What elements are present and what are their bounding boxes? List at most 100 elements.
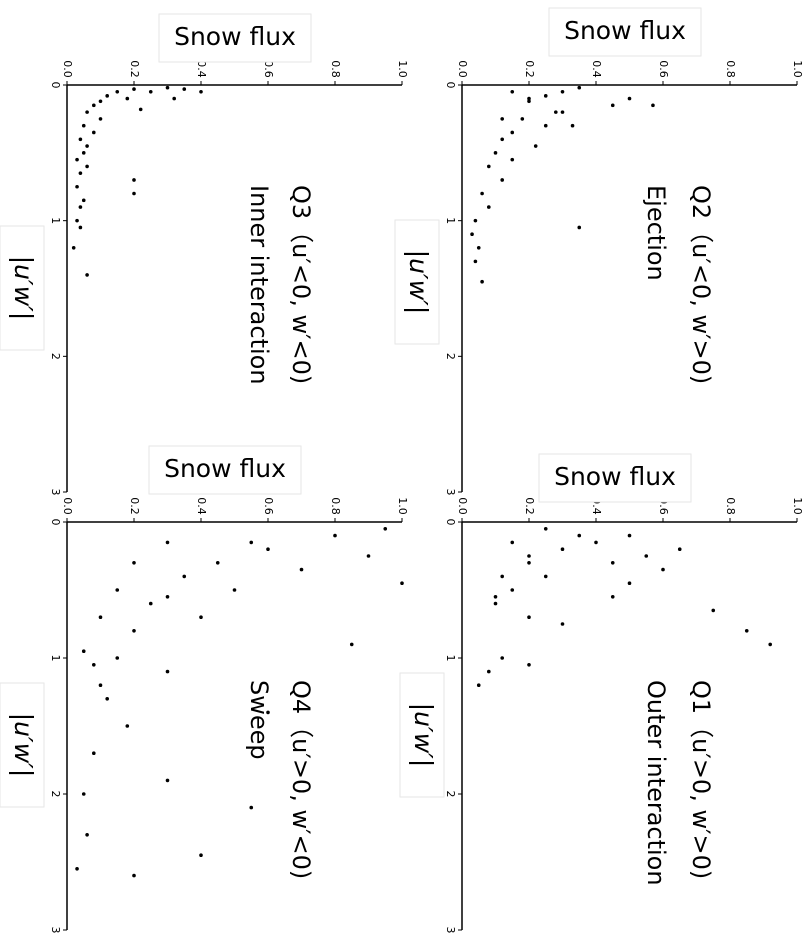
point <box>527 561 531 565</box>
y-axis-title: Snow flux <box>554 462 676 491</box>
x-tick-label: 1 <box>444 217 457 224</box>
point <box>182 87 187 91</box>
point <box>81 649 86 653</box>
point <box>132 178 136 182</box>
x-tick-label: 1 <box>444 655 457 662</box>
y-tick-label: 0.2 <box>128 497 141 515</box>
point <box>533 144 538 148</box>
point <box>115 588 120 592</box>
point <box>711 608 716 613</box>
point <box>132 191 136 196</box>
point <box>527 615 531 619</box>
point <box>81 198 86 203</box>
point <box>199 853 203 857</box>
point <box>75 157 79 162</box>
point <box>366 554 371 558</box>
point <box>81 151 86 155</box>
y-axis-title: Snow flux <box>164 454 286 483</box>
point <box>577 225 582 230</box>
y-tick-label: 0.8 <box>724 497 737 515</box>
point <box>400 581 404 585</box>
point <box>125 96 130 101</box>
point <box>85 164 89 169</box>
point <box>78 137 83 142</box>
point <box>98 683 103 687</box>
y-tick-label: 0.0 <box>61 60 74 78</box>
point <box>98 117 103 121</box>
point <box>594 540 598 545</box>
x-tick-label: 3 <box>444 489 457 496</box>
point <box>71 246 76 250</box>
label-box <box>158 13 312 63</box>
point <box>98 99 103 104</box>
x-tick-label: 3 <box>49 489 62 496</box>
point <box>651 103 655 108</box>
point <box>560 89 565 94</box>
y-tick-label: 0.8 <box>724 60 737 78</box>
point <box>333 533 337 538</box>
x-axis-title: |u′w′| <box>9 256 38 321</box>
point <box>487 669 491 674</box>
point <box>92 103 96 108</box>
x-tick-label: 1 <box>49 655 62 662</box>
point <box>510 540 515 545</box>
y-tick-label: 1.0 <box>396 60 409 78</box>
point <box>138 107 143 112</box>
point <box>510 588 515 592</box>
y-tick-label: 1.0 <box>791 60 804 78</box>
point <box>500 137 505 142</box>
y-tick-label: 1.0 <box>396 497 409 515</box>
point <box>349 642 354 647</box>
point <box>543 123 548 128</box>
point <box>527 663 531 667</box>
point <box>148 89 153 94</box>
point <box>75 184 79 189</box>
point <box>500 574 505 579</box>
y-tick-label: 0.0 <box>456 497 469 515</box>
point <box>215 561 220 565</box>
x-axis-title: |u′w′| <box>404 250 433 315</box>
point <box>78 205 83 209</box>
point <box>560 622 565 626</box>
point <box>677 547 682 551</box>
point <box>487 164 491 169</box>
y-tick-label: 0.8 <box>329 497 342 515</box>
y-tick-label: 0.4 <box>195 497 208 515</box>
x-tick-label: 2 <box>444 353 457 360</box>
point <box>85 273 89 277</box>
label-box <box>399 672 445 798</box>
point <box>115 656 120 660</box>
point <box>81 123 86 128</box>
point <box>266 710 270 715</box>
annotation: Q2（u′<0, w′>0) <box>687 185 715 384</box>
point <box>85 144 89 148</box>
point <box>383 527 388 531</box>
point <box>81 792 86 796</box>
label-box <box>148 445 302 495</box>
point <box>560 110 565 114</box>
point <box>75 218 79 223</box>
point <box>165 540 170 545</box>
y-axis-title: Snow flux <box>174 22 296 51</box>
point <box>510 130 515 135</box>
y-tick-label: 0.4 <box>195 60 208 78</box>
point <box>473 259 478 264</box>
x-tick-label: 2 <box>49 791 62 798</box>
y-tick-label: 0.2 <box>523 60 536 78</box>
point <box>744 629 749 633</box>
point <box>500 656 505 660</box>
point <box>165 778 170 783</box>
y-tick-label: 0.2 <box>128 60 141 78</box>
point <box>78 171 83 175</box>
point <box>543 574 548 579</box>
point <box>610 561 615 565</box>
point <box>105 94 109 98</box>
point <box>115 89 120 94</box>
point <box>266 547 270 551</box>
point <box>554 110 558 114</box>
y-tick-label: 0.0 <box>61 497 74 515</box>
annotation: Sweep <box>245 680 273 760</box>
annotation: Outer interaction <box>642 680 670 886</box>
point <box>527 554 531 558</box>
